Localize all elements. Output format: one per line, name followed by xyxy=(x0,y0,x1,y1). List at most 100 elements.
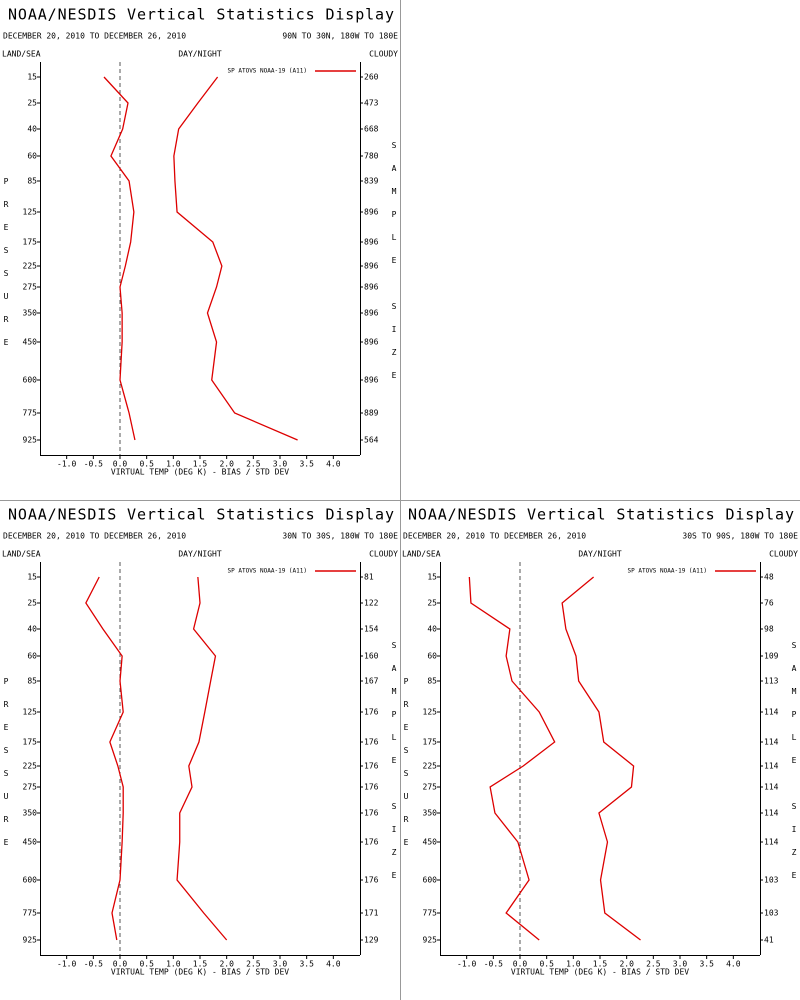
sample-size: 896 xyxy=(364,208,379,217)
y-tick-label: 125 xyxy=(23,208,38,217)
sample-size: 473 xyxy=(364,99,379,108)
x-tick-label: 4.0 xyxy=(326,960,341,969)
sample-size: 176 xyxy=(364,762,379,771)
subtitle: DECEMBER 20, 2010 TO DECEMBER 26, 2010 xyxy=(3,32,186,41)
chart-panel: NOAA/NESDIS Vertical Statistics Display D… xyxy=(2,506,399,977)
y-tick-label: 225 xyxy=(423,762,438,771)
y-tick-label: 15 xyxy=(27,73,37,82)
x-axis-label: VIRTUAL TEMP (DEG K) - BIAS / STD DEV xyxy=(111,968,289,977)
y-tick-label: 85 xyxy=(27,177,37,186)
sample-size: 896 xyxy=(364,338,379,347)
x-tick-label: 2.5 xyxy=(246,460,261,469)
x-tick-label: 3.0 xyxy=(673,960,688,969)
series-line xyxy=(103,76,136,441)
region: 30S TO 90S, 180W TO 180E xyxy=(682,532,798,541)
y-tick-label: 225 xyxy=(23,762,38,771)
chart-title: NOAA/NESDIS Vertical Statistics Display xyxy=(408,506,794,524)
sample-size: 176 xyxy=(364,876,379,885)
sample-size: 114 xyxy=(764,809,779,818)
y-tick-label: 450 xyxy=(23,338,38,347)
y-axis-label: PRESSURE xyxy=(2,677,11,861)
y2-axis-label: SAMPLE SIZE xyxy=(390,141,399,394)
sample-size: 103 xyxy=(764,876,779,885)
y-tick-label: 350 xyxy=(23,809,38,818)
sample-size: 171 xyxy=(364,909,379,918)
y-tick-label: 350 xyxy=(23,309,38,318)
x-tick-label: 1.0 xyxy=(166,460,181,469)
series-line xyxy=(173,76,298,441)
chart-panel: NOAA/NESDIS Vertical Statistics Display D… xyxy=(2,6,399,477)
y-tick-label: 15 xyxy=(27,573,37,582)
x-tick-label: 3.5 xyxy=(699,960,714,969)
chart-panel: NOAA/NESDIS Vertical Statistics Display D… xyxy=(402,506,799,977)
x-tick-label: -0.5 xyxy=(84,960,103,969)
y-tick-label: 775 xyxy=(23,909,38,918)
sample-size: 122 xyxy=(364,599,379,608)
y-tick-label: 775 xyxy=(423,909,438,918)
x-tick-label: 4.0 xyxy=(326,460,341,469)
y-tick-label: 15 xyxy=(427,573,437,582)
subtitle: DECEMBER 20, 2010 TO DECEMBER 26, 2010 xyxy=(3,532,186,541)
sample-size: 81 xyxy=(364,573,374,582)
x-axis-label: VIRTUAL TEMP (DEG K) - BIAS / STD DEV xyxy=(511,968,689,977)
x-tick-label: 1.0 xyxy=(566,960,581,969)
x-tick-label: 0.5 xyxy=(539,960,554,969)
y-tick-label: 40 xyxy=(427,625,437,634)
y2-axis-label: SAMPLE SIZE xyxy=(390,641,399,894)
y-tick-label: 60 xyxy=(427,652,437,661)
y-tick-label: 600 xyxy=(23,376,38,385)
y-tick-label: 85 xyxy=(427,677,437,686)
sample-size: 896 xyxy=(364,283,379,292)
x-tick-label: 0.5 xyxy=(139,960,154,969)
x-tick-label: -0.5 xyxy=(84,460,103,469)
x-tick-label: 2.5 xyxy=(646,960,661,969)
x-tick-label: 1.5 xyxy=(193,960,208,969)
y-tick-label: 925 xyxy=(23,936,38,945)
sample-size: 98 xyxy=(764,625,774,634)
region: 30N TO 30S, 180W TO 180E xyxy=(282,532,398,541)
sample-size: 114 xyxy=(764,762,779,771)
y-axis-label: PRESSURE xyxy=(2,177,11,361)
y-tick-label: 925 xyxy=(23,436,38,445)
y-tick-label: 275 xyxy=(23,783,38,792)
y-tick-label: 775 xyxy=(23,409,38,418)
x-tick-label: 0.5 xyxy=(139,460,154,469)
y-tick-label: 60 xyxy=(27,652,37,661)
sample-size: 896 xyxy=(364,238,379,247)
y-tick-label: 25 xyxy=(27,599,37,608)
x-tick-label: -1.0 xyxy=(457,960,476,969)
y-tick-label: 175 xyxy=(23,238,38,247)
x-tick-label: 3.0 xyxy=(273,960,288,969)
sample-size: 896 xyxy=(364,376,379,385)
header: CLOUDY xyxy=(769,550,798,559)
y-tick-label: 40 xyxy=(27,625,37,634)
sample-size: 114 xyxy=(764,783,779,792)
x-tick-label: 0.0 xyxy=(113,460,128,469)
y-tick-label: 125 xyxy=(23,708,38,717)
x-tick-label: 2.0 xyxy=(219,460,234,469)
y-tick-label: 925 xyxy=(423,936,438,945)
x-tick-label: 1.5 xyxy=(593,960,608,969)
sample-size: 114 xyxy=(764,838,779,847)
series-line xyxy=(468,576,556,941)
y-tick-label: 25 xyxy=(27,99,37,108)
y-tick-label: 85 xyxy=(27,677,37,686)
x-tick-label: 2.0 xyxy=(219,960,234,969)
sample-size: 780 xyxy=(364,152,379,161)
series-line xyxy=(85,576,124,941)
y-tick-label: 60 xyxy=(27,152,37,161)
y-axis-label: PRESSURE xyxy=(402,677,411,861)
y-tick-label: 350 xyxy=(423,809,438,818)
y-tick-label: 450 xyxy=(423,838,438,847)
x-tick-label: 4.0 xyxy=(726,960,741,969)
x-tick-label: 3.0 xyxy=(273,460,288,469)
header: DAY/NIGHT xyxy=(578,550,622,559)
y-tick-label: 175 xyxy=(423,738,438,747)
x-tick-label: 2.0 xyxy=(619,960,634,969)
header: DAY/NIGHT xyxy=(178,50,222,59)
sample-size: 176 xyxy=(364,809,379,818)
sample-size: 109 xyxy=(764,652,779,661)
legend-label: SP ATOVS NOAA-19 (A11) xyxy=(628,568,707,575)
sample-size: 41 xyxy=(764,936,774,945)
